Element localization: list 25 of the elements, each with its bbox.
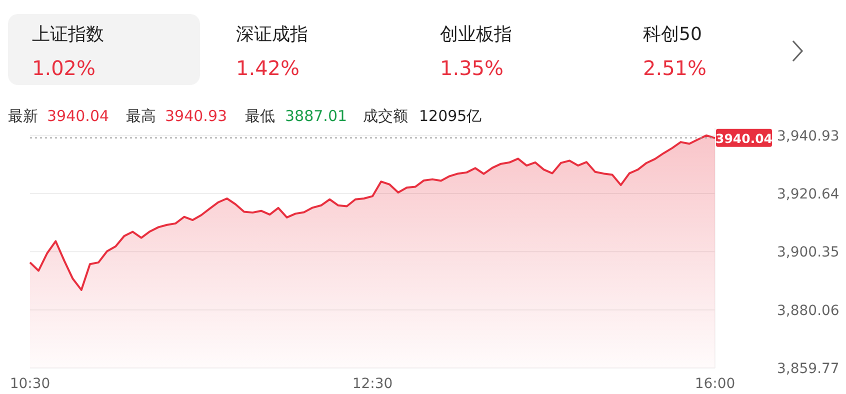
text: 创业板指 (440, 23, 512, 46)
text: 科创50 (643, 23, 702, 46)
x-tick-label: 16:00 (694, 376, 736, 392)
text: 成交额 (363, 107, 408, 125)
y-tick-label: 3,900.35 (777, 244, 840, 261)
text: 最高 (126, 107, 156, 125)
y-tick-label: 3,859.77 (777, 361, 840, 377)
text: 3940.93 (165, 107, 228, 125)
text: 3940.04 (47, 107, 110, 125)
x-tick-label: 10:30 (10, 376, 50, 392)
text: 1.02% (32, 56, 96, 80)
text: 3887.01 (285, 107, 348, 125)
text: 1.35% (440, 56, 504, 80)
y-tick-label: 3,920.64 (777, 186, 840, 203)
text: 深证成指 (236, 23, 308, 46)
x-tick-label: 12:30 (352, 376, 393, 392)
text: 12095亿 (419, 107, 482, 125)
text: 1.42% (236, 56, 300, 80)
text: 2.51% (643, 56, 707, 80)
text: 最低 (245, 107, 275, 125)
text: 上证指数 (32, 23, 104, 46)
y-tick-label: 3,940.93 (777, 128, 840, 144)
y-tick-label: 3,880.06 (777, 302, 840, 319)
text: 最新 (8, 107, 38, 125)
ref-line-label: 3940.04 (716, 130, 773, 146)
